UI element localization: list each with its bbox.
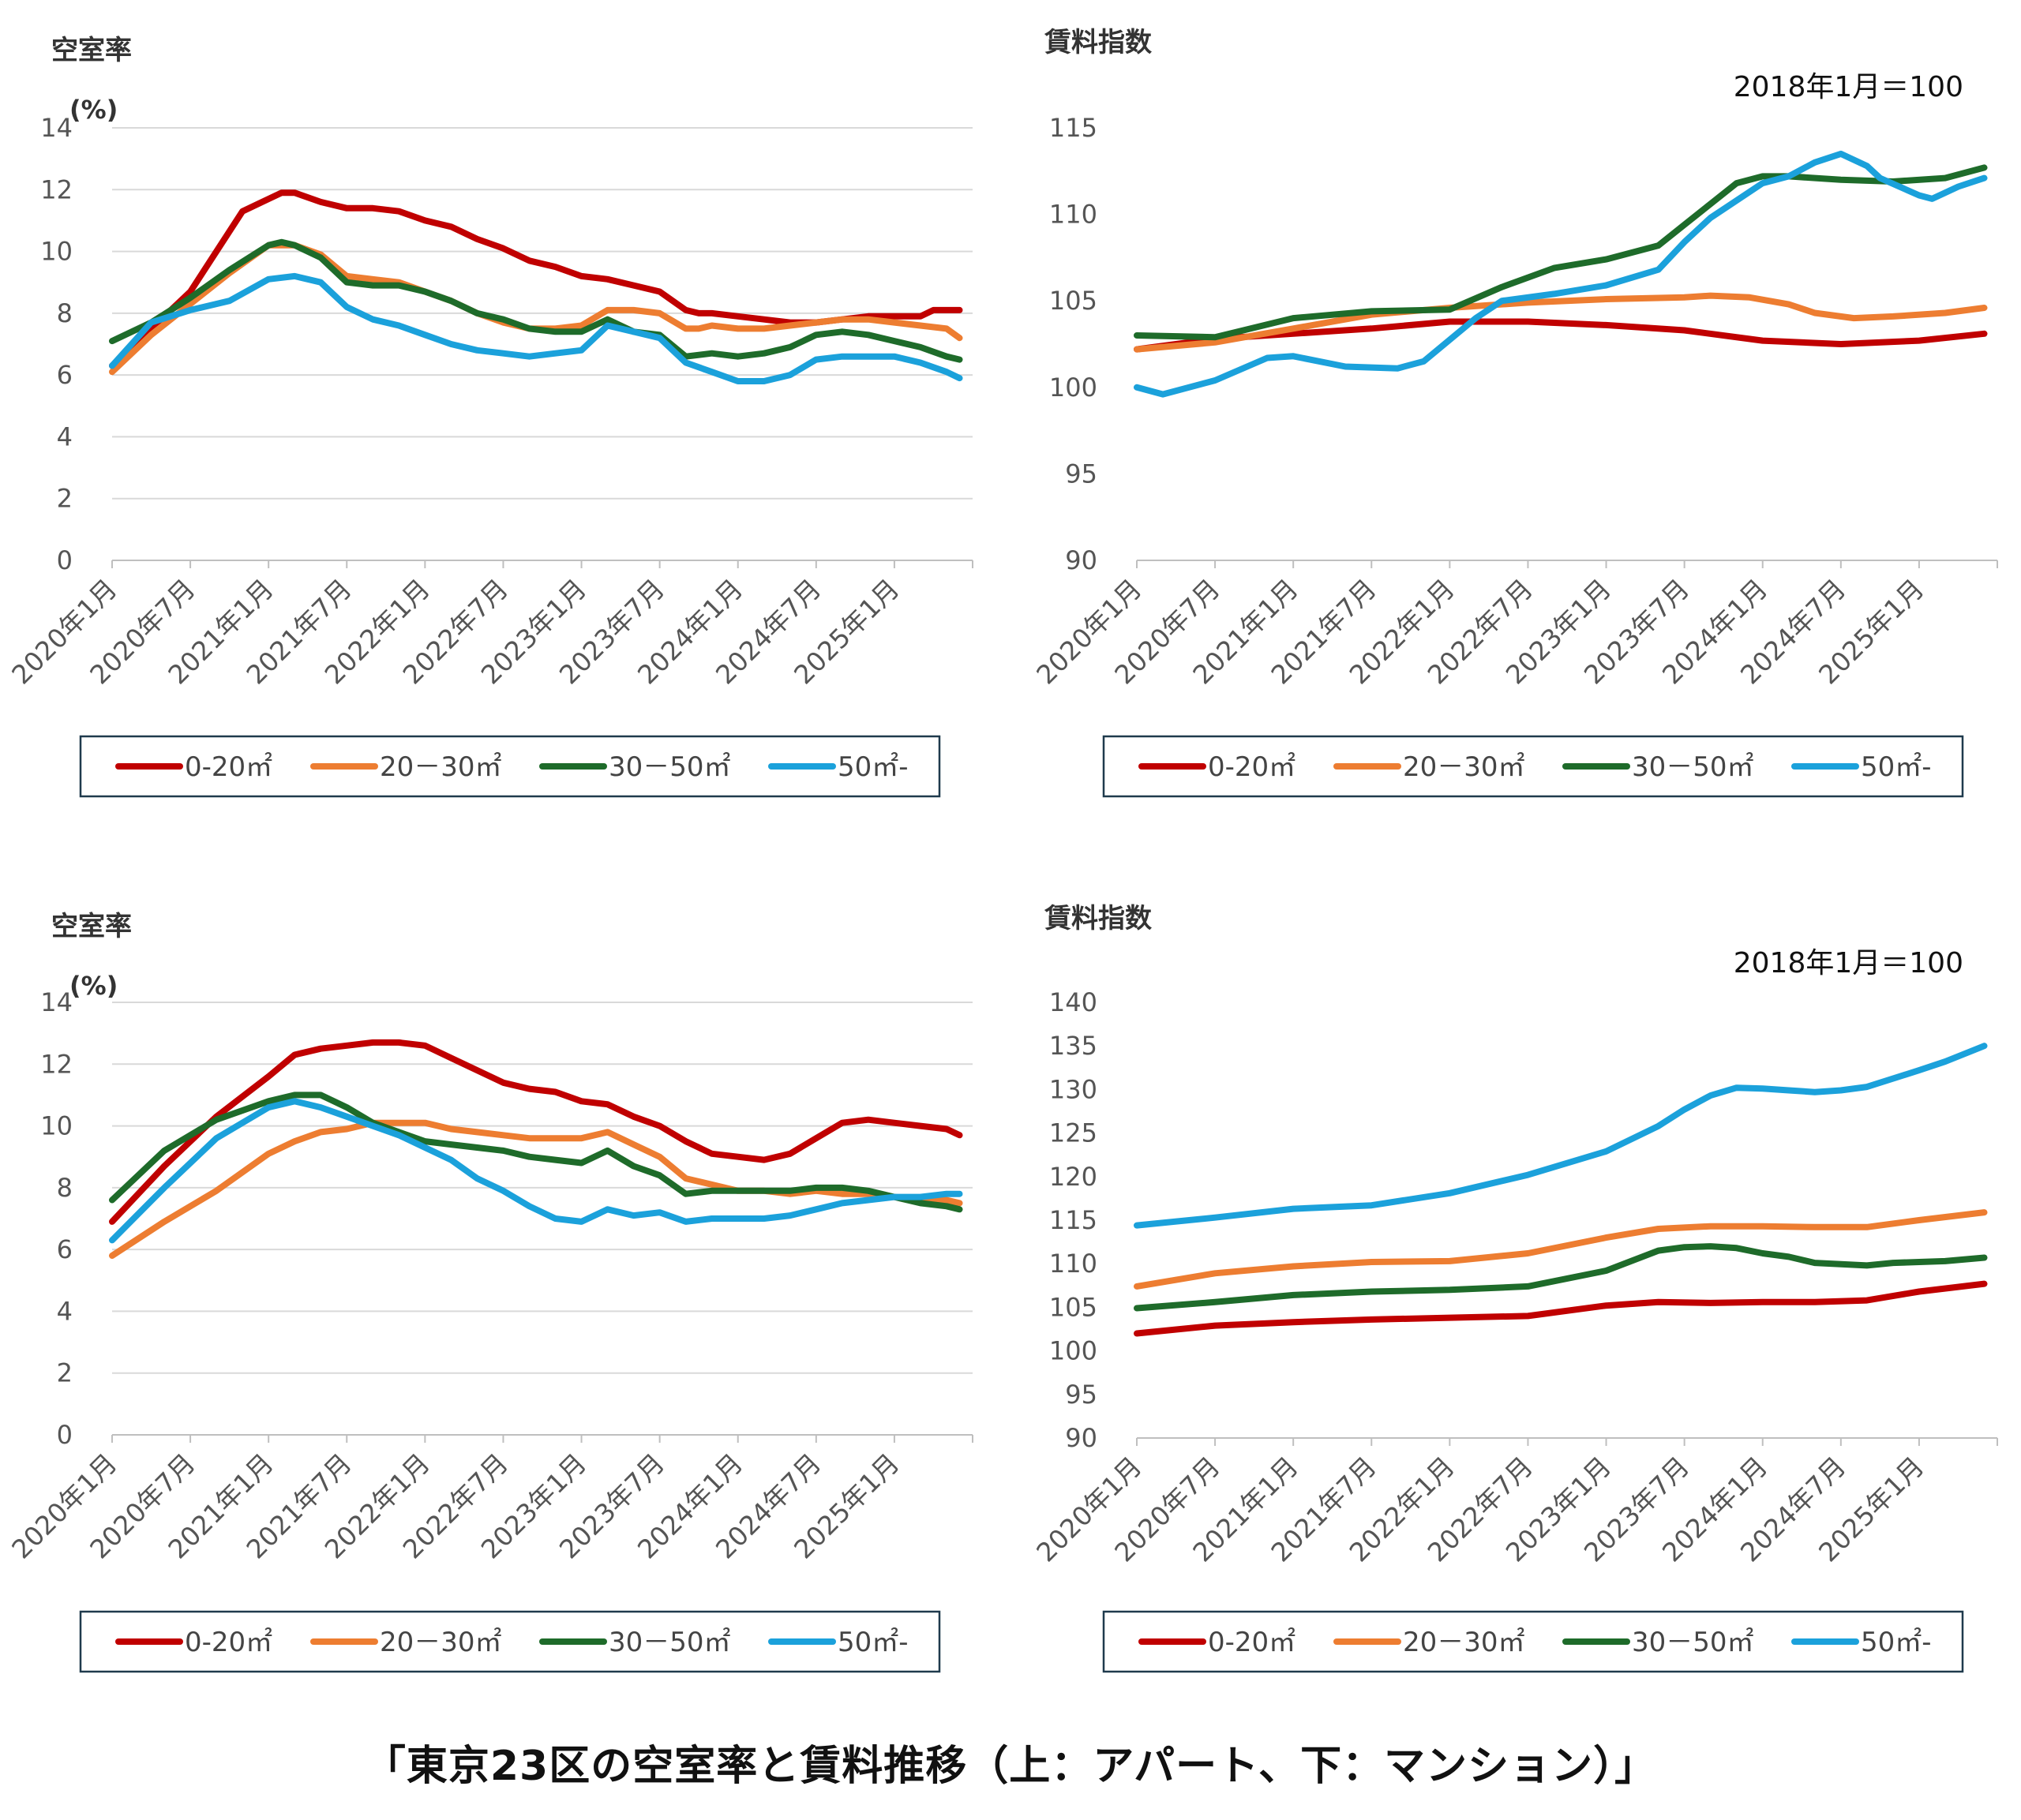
series-line-4: [1134, 1043, 1988, 1229]
series-line-1: [1134, 1280, 1988, 1337]
legend-label: 50㎡-: [1861, 751, 1932, 783]
figure-caption: 「東京23区の空室率と賃料推移（上：アパート、下：マンション）」: [364, 1743, 1657, 1790]
y-tick-label: 135: [1049, 1031, 1097, 1061]
y-tick-label: 14: [40, 987, 73, 1017]
series-line-1: [109, 189, 963, 369]
series-line-2: [109, 1119, 963, 1259]
legend-label: 20－30㎡: [380, 1627, 502, 1658]
series-line-4: [1134, 150, 1988, 398]
y-tick-label: 110: [1049, 1249, 1097, 1279]
y-tick-label: 125: [1049, 1118, 1097, 1148]
y-tick-label: 0: [57, 1420, 73, 1450]
y-tick-label: 120: [1049, 1162, 1097, 1192]
legend-label: 20－30㎡: [1403, 1627, 1525, 1658]
legend-label: 20－30㎡: [1403, 751, 1525, 783]
y-tick-label: 105: [1049, 286, 1097, 316]
y-tick-label: 95: [1065, 1380, 1097, 1410]
y-tick-label: 100: [1049, 1336, 1097, 1366]
y-tick-label: 6: [57, 1234, 73, 1264]
base-annotation: 2018年1月＝100: [1734, 71, 1963, 103]
legend-label: 0-20㎡: [1208, 1627, 1295, 1658]
y-tick-label: 8: [57, 1173, 73, 1203]
legend-label: 0-20㎡: [185, 751, 272, 783]
y-tick-label: 115: [1049, 113, 1097, 143]
legend-label: 20－30㎡: [380, 751, 502, 783]
y-tick-label: 4: [57, 421, 73, 451]
series-line-4: [109, 1098, 963, 1244]
y-tick-label: 105: [1049, 1292, 1097, 1322]
chart-3: 空室率(%)024681012142020年1月2020年7月2021年1月20…: [6, 911, 973, 1673]
series-line-4: [109, 272, 963, 384]
legend-label: 50㎡-: [838, 751, 909, 783]
legend-label: 0-20㎡: [185, 1627, 272, 1658]
series-line-1: [109, 1039, 963, 1225]
series-line-3: [1134, 164, 1988, 341]
y-tick-label: 12: [40, 1049, 73, 1079]
y-tick-label: 0: [57, 545, 73, 575]
y-tick-label: 6: [57, 360, 73, 390]
y-tick-label: 110: [1049, 200, 1097, 230]
chart-title: 賃料指数: [1044, 903, 1152, 934]
legend-label: 30－50㎡: [609, 751, 731, 783]
y-tick-label: 2: [57, 1358, 73, 1388]
series-line-3: [109, 238, 963, 363]
legend-label: 50㎡-: [838, 1627, 909, 1658]
y-tick-label: 12: [40, 174, 73, 204]
y-tick-label: 2: [57, 484, 73, 514]
series-line-3: [1134, 1243, 1988, 1312]
y-tick-label: 95: [1065, 459, 1097, 489]
chart-2: 賃料指数2018年1月＝10090951001051101152020年1月20…: [1030, 27, 1998, 798]
series-line-2: [1134, 292, 1988, 353]
base-annotation: 2018年1月＝100: [1734, 947, 1963, 979]
y-tick-label: 4: [57, 1296, 73, 1326]
y-axis-unit-label: (%): [69, 95, 118, 125]
y-tick-label: 140: [1049, 987, 1097, 1017]
series-line-3: [109, 1092, 963, 1213]
chart-title: 空室率: [51, 35, 132, 66]
y-tick-label: 8: [57, 298, 73, 328]
legend-label: 50㎡-: [1861, 1627, 1932, 1658]
y-tick-label: 10: [40, 237, 73, 267]
y-axis-unit-label: (%): [69, 971, 118, 1001]
chart-title: 賃料指数: [1044, 27, 1152, 58]
legend-label: 0-20㎡: [1208, 751, 1295, 783]
y-tick-label: 14: [40, 113, 73, 143]
y-tick-label: 90: [1065, 1423, 1097, 1453]
chart-4: 賃料指数 2018年1月＝100 90 95 100 105 110 115 120 125 130…: [1030, 903, 1998, 1673]
y-tick-label: 130: [1049, 1074, 1097, 1104]
y-tick-label: 115: [1049, 1205, 1097, 1235]
y-tick-label: 100: [1049, 373, 1097, 403]
y-tick-label: 10: [40, 1111, 73, 1141]
series-line-1: [1134, 318, 1988, 353]
legend-label: 30－50㎡: [609, 1627, 731, 1658]
series-line-2: [1134, 1209, 1988, 1290]
chart-1: 空室率(%)024681012142020年1月2020年7月2021年1月20…: [6, 35, 973, 798]
y-tick-label: 90: [1065, 545, 1097, 575]
legend-label: 30－50㎡: [1632, 1627, 1754, 1658]
legend-label: 30－50㎡: [1632, 751, 1754, 783]
chart-title: 空室率: [51, 911, 132, 942]
